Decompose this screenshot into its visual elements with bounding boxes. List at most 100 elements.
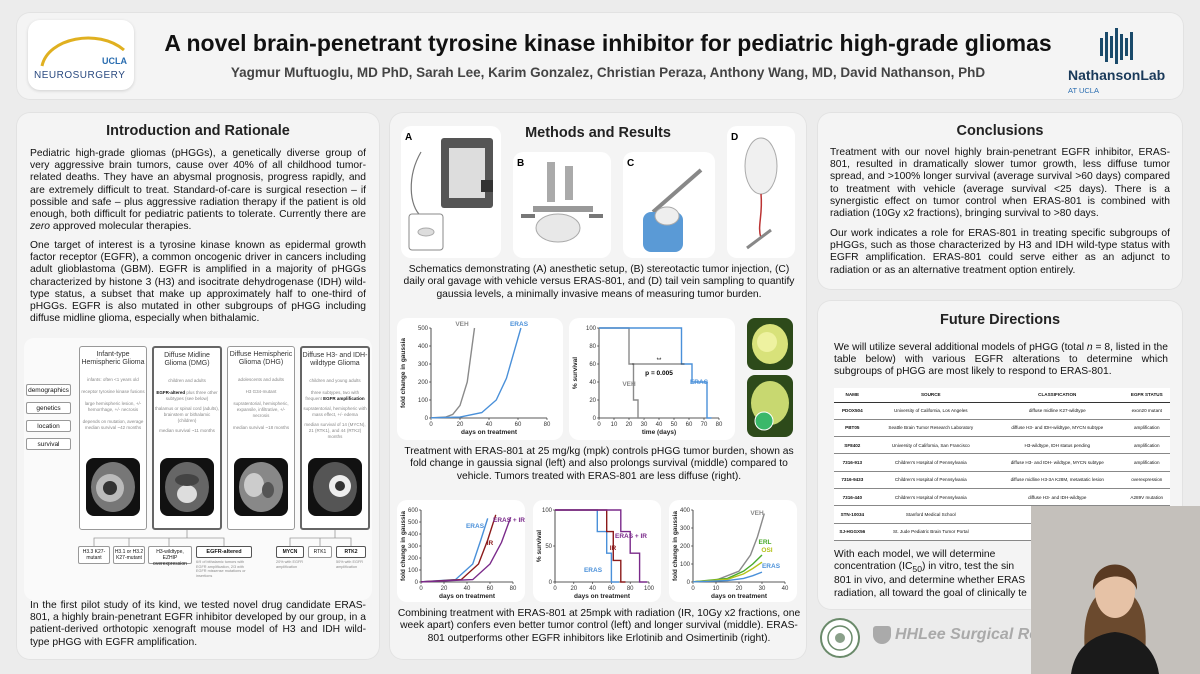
conclusions-panel: Conclusions Treatment with our novel hig… (817, 112, 1183, 290)
x-tick-label: 80 (510, 586, 517, 592)
mri-dmg (160, 458, 214, 516)
y-tick-label: 200 (418, 380, 429, 386)
series-label: VEH (750, 510, 764, 517)
series-line-eras-ir (420, 516, 512, 583)
series-label: ERAS (510, 321, 529, 328)
dna-bars-icon (1100, 28, 1133, 64)
x-tick-label: 80 (544, 422, 551, 428)
x-tick-label: 20 (736, 586, 743, 592)
x-tick-label: 40 (486, 422, 493, 428)
y-tick-label: 50 (545, 544, 552, 550)
future-paragraph-1: We will utilize several additional model… (834, 342, 1168, 378)
subtype-h33: H3.3 K27-mutant (78, 546, 110, 564)
y-tick-label: 0 (687, 580, 691, 586)
future-title: Future Directions (939, 312, 1061, 328)
series-label: VEH (455, 321, 469, 328)
significance-stars: ** (657, 358, 662, 364)
y-tick-label: 80 (589, 344, 596, 350)
presenter-avatar (1031, 506, 1200, 674)
intro-panel: Introduction and Rationale Pediatric hig… (16, 112, 380, 660)
schematic-b: B (513, 152, 611, 258)
x-tick-label: 60 (686, 422, 693, 428)
x-tick-label: 40 (782, 586, 789, 592)
poster-title: A novel brain-penetrant tyrosine kinase … (164, 30, 1052, 56)
tumor-image-vehicle (747, 318, 793, 370)
conclusions-title: Conclusions (956, 123, 1044, 139)
series-line-eras (599, 327, 712, 419)
table-row: 7316-9433 Children's Hospital of Pennsylv… (834, 471, 1170, 489)
y-tick-label: 0 (593, 416, 597, 422)
glioma-classification-figure: demographics genetics location survival … (24, 338, 372, 600)
pdx-models-table: NAME SOURCE CLASSIFICATION EGFR STATUS P… (834, 388, 1170, 541)
series-label: ERAS (762, 563, 781, 570)
y-axis-label: % survival (572, 357, 579, 389)
hh-lee-surgical-logo: HHLee Surgical Resea (873, 626, 1031, 644)
caption-results-2: Combining treatment with ERAS-801 at 25m… (397, 608, 801, 644)
series-line-ir (420, 514, 497, 583)
y-tick-label: 300 (680, 526, 691, 532)
presenter-video[interactable] (1031, 506, 1200, 674)
x-tick-label: 40 (464, 586, 471, 592)
x-tick-label: 80 (627, 586, 634, 592)
schematic-d: D (727, 126, 795, 258)
y-tick-label: 0 (415, 580, 419, 586)
y-tick-label: 200 (680, 544, 691, 550)
series-line-eras (430, 327, 522, 419)
intro-paragraph-3: In the first pilot study of its kind, we… (30, 600, 366, 648)
x-tick-label: 0 (419, 586, 423, 592)
conclusions-paragraph-2: Our work indicates a role for ERAS-801 i… (830, 228, 1170, 276)
y-axis-label: fold change in gaussia (400, 338, 407, 408)
methods-title: Methods and Results (525, 125, 671, 141)
tumor-image-eras (747, 375, 793, 437)
row-label-genetics: genetics (26, 402, 71, 414)
table-row: PBT05 Seattle Brain Tumor Research Labora… (834, 419, 1170, 438)
y-tick-label: 600 (408, 508, 419, 514)
series-line-ir (555, 509, 626, 583)
row-label-survival: survival (26, 438, 71, 450)
nathanson-lab-logo: NathansonLab AT UCLA (1062, 22, 1172, 98)
seal-logo (820, 618, 860, 658)
y-tick-label: 200 (408, 556, 419, 562)
subtype-egfr-altered: EGFR-altered 6/9 of bithalamic tumors wi… (196, 546, 252, 578)
svg-text:NathansonLab: NathansonLab (1068, 67, 1165, 83)
chart-gaussia-veh-eras: 0 20 40 60 80 0 100 200 300 400 500 days on treatme… (397, 318, 563, 440)
series-label: ERAS (584, 567, 603, 574)
chart-survival-veh-eras: 0 10 20 30 40 50 60 70 80 0 20 40 60 80 100 time (days)… (569, 318, 735, 440)
x-tick-label: 20 (570, 586, 577, 592)
mri-h3-idh-wt (308, 458, 362, 516)
x-axis-label: days on treatment (711, 593, 768, 600)
header-name: NAME (834, 388, 871, 403)
series-label: IR (610, 545, 617, 552)
y-tick-label: 400 (680, 508, 691, 514)
series-label: ERAS + IR (615, 533, 647, 540)
x-axis-label: days on treatment (439, 593, 496, 600)
x-tick-label: 50 (671, 422, 678, 428)
caption-results-1: Treatment with ERAS-801 at 25 mg/kg (mpk… (404, 446, 794, 482)
ucla-neurosurgery-logo: UCLA NEUROSURGERY (28, 20, 134, 90)
subtype-h31: H3.1 or H3.2 K27-mutant (113, 546, 145, 564)
x-tick-label: 40 (656, 422, 663, 428)
y-tick-label: 300 (418, 362, 429, 368)
x-tick-label: 20 (626, 422, 633, 428)
x-tick-label: 0 (597, 422, 601, 428)
y-tick-label: 20 (589, 398, 596, 404)
x-tick-label: 30 (641, 422, 648, 428)
header-egfr-status: EGFR STATUS (1123, 388, 1170, 403)
y-tick-label: 500 (408, 520, 419, 526)
ucla-arc-icon: UCLA NEUROSURGERY (34, 36, 127, 81)
x-tick-label: 80 (716, 422, 723, 428)
x-tick-label: 0 (429, 422, 433, 428)
series-line-eras (692, 571, 763, 583)
y-tick-label: 0 (549, 580, 553, 586)
y-tick-label: 100 (418, 398, 429, 404)
schematic-a: A (401, 126, 501, 258)
x-tick-label: 60 (515, 422, 522, 428)
row-label-demographics: demographics (26, 384, 71, 396)
series-line-osi (692, 561, 763, 583)
x-tick-label: 0 (553, 586, 557, 592)
y-axis-label: fold change in gaussia (672, 511, 679, 581)
svg-text:C: C (627, 158, 634, 169)
series-label: OSI (761, 547, 772, 554)
subtype-ezhip: H3-wildtype, EZHIP overexpression (148, 546, 192, 567)
y-axis-label: % survival (536, 530, 543, 562)
